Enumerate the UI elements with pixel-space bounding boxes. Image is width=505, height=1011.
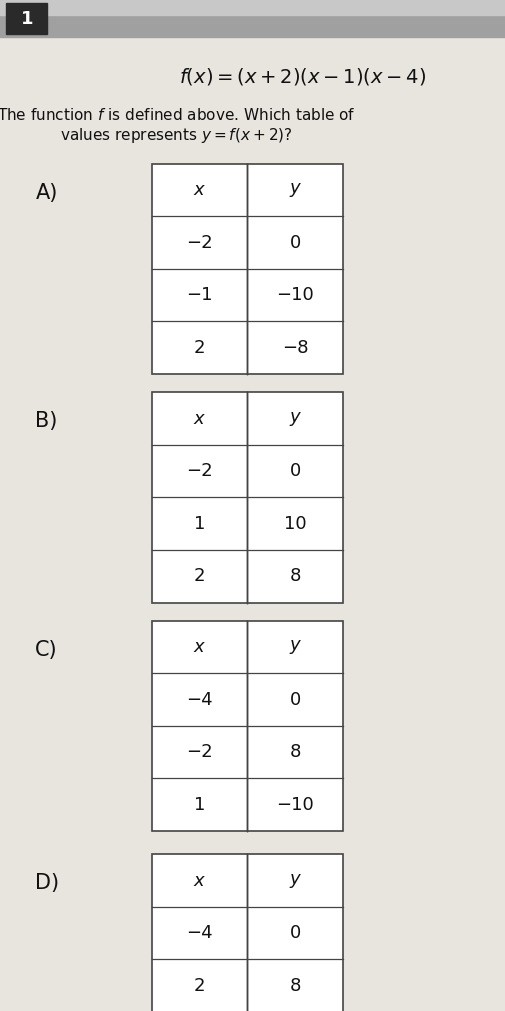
Text: −2: −2: [186, 743, 213, 761]
Text: 0: 0: [290, 924, 301, 942]
Text: −2: −2: [186, 234, 213, 252]
Text: values represents $y = f(x + 2)$?: values represents $y = f(x + 2)$?: [61, 126, 293, 145]
Text: 0: 0: [290, 234, 301, 252]
Text: $y$: $y$: [289, 638, 302, 656]
Text: 1: 1: [21, 10, 33, 27]
Text: $y$: $y$: [289, 409, 302, 428]
Text: $y$: $y$: [289, 181, 302, 199]
Text: 2: 2: [194, 977, 205, 995]
Text: $x$: $x$: [193, 638, 206, 656]
Text: 10: 10: [284, 515, 307, 533]
Text: B): B): [35, 411, 58, 431]
Text: D): D): [35, 874, 60, 893]
Bar: [152, 164, 343, 374]
Text: $x$: $x$: [193, 181, 206, 199]
Text: $x$: $x$: [193, 871, 206, 890]
Text: $x$: $x$: [193, 409, 206, 428]
Bar: [0, 0, 505, 37]
Bar: [6, 3, 47, 34]
Text: 2: 2: [194, 339, 205, 357]
Text: 2: 2: [194, 567, 205, 585]
Text: C): C): [35, 640, 58, 659]
Text: −4: −4: [186, 924, 213, 942]
Text: 8: 8: [290, 977, 301, 995]
Bar: [152, 392, 343, 603]
Text: −4: −4: [186, 691, 213, 709]
Text: −2: −2: [186, 462, 213, 480]
Text: 8: 8: [290, 743, 301, 761]
Text: $y$: $y$: [289, 871, 302, 890]
Text: −1: −1: [186, 286, 213, 304]
Text: 1: 1: [194, 796, 205, 814]
Text: 8: 8: [290, 567, 301, 585]
Bar: [0, 0, 505, 15]
Text: 0: 0: [290, 462, 301, 480]
Bar: [152, 854, 343, 1011]
Text: 1: 1: [194, 515, 205, 533]
Text: 0: 0: [290, 691, 301, 709]
Text: $f(x) = (x + 2)(x - 1)(x - 4)$: $f(x) = (x + 2)(x - 1)(x - 4)$: [179, 67, 427, 87]
Bar: [152, 621, 343, 831]
Text: The function $f$ is defined above. Which table of: The function $f$ is defined above. Which…: [0, 107, 356, 123]
Text: −8: −8: [282, 339, 309, 357]
Text: −10: −10: [277, 286, 314, 304]
Text: −10: −10: [277, 796, 314, 814]
Text: A): A): [35, 183, 58, 202]
